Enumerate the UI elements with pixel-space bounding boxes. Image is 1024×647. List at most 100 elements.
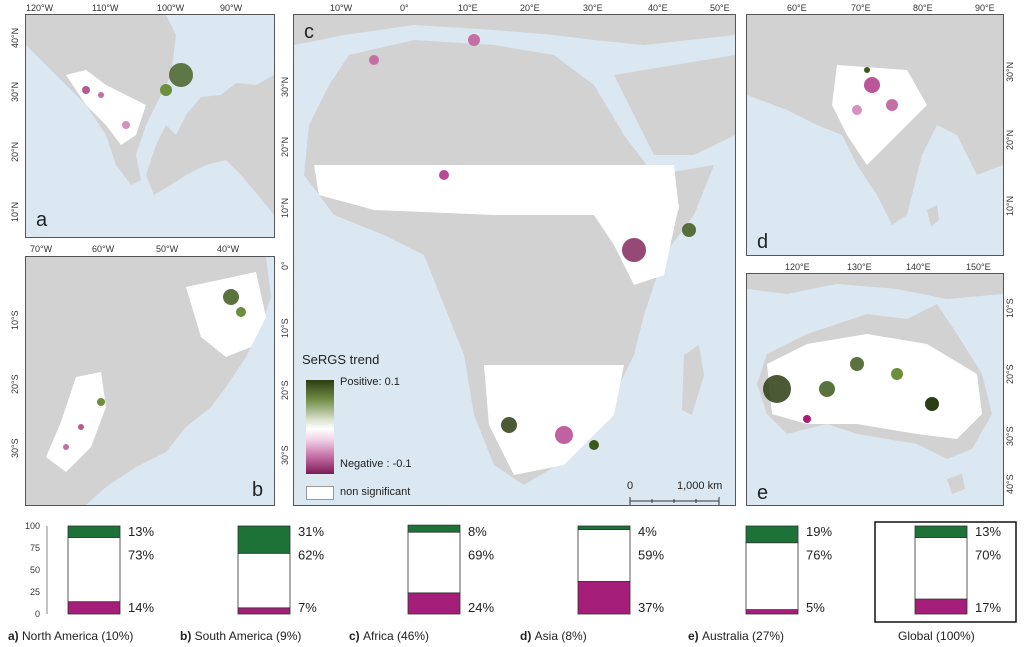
caption-2: c) Africa (46%) — [349, 629, 429, 643]
bar-4-positive — [745, 525, 799, 544]
bar-1-positive — [237, 525, 291, 554]
tick-c-x2: 10°E — [458, 3, 478, 13]
map-north-america — [26, 15, 274, 215]
tick-c-y2: 10°N — [280, 197, 290, 218]
tick-e-y0: 10°S — [1005, 298, 1015, 318]
scale-bar: 0 1,000 km — [627, 480, 747, 510]
tick-a-y3: 10°N — [10, 201, 20, 222]
caption-name-5: Global (100%) — [898, 629, 975, 643]
map-africa — [294, 15, 735, 485]
tick-c-x1: 0° — [400, 3, 409, 13]
tick-a-x3: 90°W — [220, 3, 243, 13]
caption-name-0: North America (10%) — [22, 629, 134, 643]
pct-label-2-negative: 24% — [468, 600, 494, 615]
legend-non-significant-swatch — [306, 486, 334, 500]
caption-letter-1: b) — [180, 629, 195, 643]
map-asia — [747, 15, 1003, 227]
bar-5-positive — [914, 525, 968, 538]
tick-b-x2: 50°W — [156, 244, 179, 254]
legend-title: SeRGS trend — [302, 352, 380, 367]
pct-label-0-non_significant: 73% — [128, 547, 154, 562]
scale-bar-distance: 1,000 km — [677, 480, 723, 492]
tick-d-x3: 90°E — [975, 3, 995, 13]
global-frame — [874, 521, 1017, 623]
legend-positive-label: Positive: 0.1 — [340, 376, 400, 388]
tick-e-y2: 30°S — [1005, 426, 1015, 446]
caption-letter-0: a) — [8, 629, 23, 643]
map-australia — [747, 274, 1003, 494]
bar-2-negative — [407, 592, 461, 615]
tick-d-y0: 30°N — [1005, 61, 1015, 82]
tick-c-y3: 0° — [280, 261, 290, 270]
legend-negative-label: Negative : -0.1 — [340, 458, 412, 470]
tick-a-x1: 110°W — [92, 3, 119, 13]
map-south-america — [26, 257, 271, 505]
tick-b-x0: 70°W — [30, 244, 53, 254]
y-tick-label-0: 0 — [35, 609, 40, 619]
pct-label-2-positive: 8% — [468, 524, 487, 539]
pct-label-3-positive: 4% — [638, 524, 657, 539]
pct-label-5-positive: 13% — [975, 524, 1001, 539]
caption-letter-2: c) — [349, 629, 364, 643]
map-panel-africa: c — [293, 14, 736, 506]
tick-c-x6: 50°E — [710, 3, 730, 13]
tick-c-y0: 30°N — [280, 76, 290, 97]
map-panel-australia: e — [746, 273, 1004, 506]
caption-letter-3: d) — [520, 629, 535, 643]
legend-non-significant-label: non significant — [340, 486, 411, 498]
tick-a-x0: 120°W — [26, 3, 54, 13]
bar-5-non-significant — [914, 537, 968, 600]
caption-0: a) North America (10%) — [8, 629, 133, 643]
bar-2-non-significant — [407, 531, 461, 594]
tick-e-y1: 20°S — [1005, 364, 1015, 384]
scale-bar-line — [629, 497, 720, 505]
panel-label-a: a — [36, 209, 48, 231]
pct-label-0-negative: 14% — [128, 600, 154, 615]
legend: SeRGS trend Positive: 0.1 Negative : -0.… — [302, 352, 432, 502]
pct-label-1-negative: 7% — [298, 600, 317, 615]
pct-label-4-positive: 19% — [806, 524, 832, 539]
bar-4-non-significant — [745, 542, 799, 610]
caption-3: d) Asia (8%) — [520, 629, 587, 643]
panel-label-b: b — [252, 479, 264, 501]
bar-3-positive — [577, 525, 631, 530]
map-panel-asia: d — [746, 14, 1004, 256]
tick-c-y4: 10°S — [280, 318, 290, 338]
caption-name-1: South America (9%) — [194, 629, 302, 643]
y-tick-label-1: 25 — [30, 587, 40, 597]
caption-5: Global (100%) — [898, 629, 975, 643]
tick-b-x1: 60°W — [92, 244, 115, 254]
pct-label-1-positive: 31% — [298, 524, 324, 539]
caption-4: e) Australia (27%) — [688, 629, 784, 643]
pct-label-3-non_significant: 59% — [638, 547, 664, 562]
caption-name-4: Australia (27%) — [702, 629, 785, 643]
tick-d-x2: 80°E — [913, 3, 933, 13]
tick-c-x4: 30°E — [583, 3, 603, 13]
bar-1-negative — [237, 607, 291, 615]
tick-e-x0: 120°E — [785, 262, 810, 272]
panel-label-d: d — [757, 231, 769, 253]
tick-b-x3: 40°W — [217, 244, 240, 254]
bar-2-positive — [407, 524, 461, 533]
tick-b-y2: 30°S — [10, 438, 20, 458]
tick-a-y1: 30°N — [10, 81, 20, 102]
tick-e-y3: 40°S — [1005, 474, 1015, 494]
bar-0-non-significant — [67, 537, 121, 603]
y-tick-label-2: 50 — [30, 565, 40, 575]
bar-1-non-significant — [237, 552, 291, 609]
tick-d-y2: 10°N — [1005, 195, 1015, 216]
tick-a-x2: 100°W — [157, 3, 185, 13]
tick-a-y2: 20°N — [10, 141, 20, 162]
tick-b-y1: 20°S — [10, 374, 20, 394]
panel-label-e: e — [757, 482, 769, 504]
tick-d-y1: 20°N — [1005, 129, 1015, 150]
panel-label-c: c — [304, 21, 314, 43]
caption-name-2: Africa (46%) — [363, 629, 430, 643]
scale-bar-zero: 0 — [627, 480, 634, 492]
tick-c-x3: 20°E — [520, 3, 540, 13]
pct-label-4-negative: 5% — [806, 600, 825, 615]
tick-c-y1: 20°N — [280, 136, 290, 157]
caption-1: b) South America (9%) — [180, 629, 301, 643]
pct-label-1-non_significant: 62% — [298, 547, 324, 562]
legend-color-ramp — [306, 380, 334, 474]
